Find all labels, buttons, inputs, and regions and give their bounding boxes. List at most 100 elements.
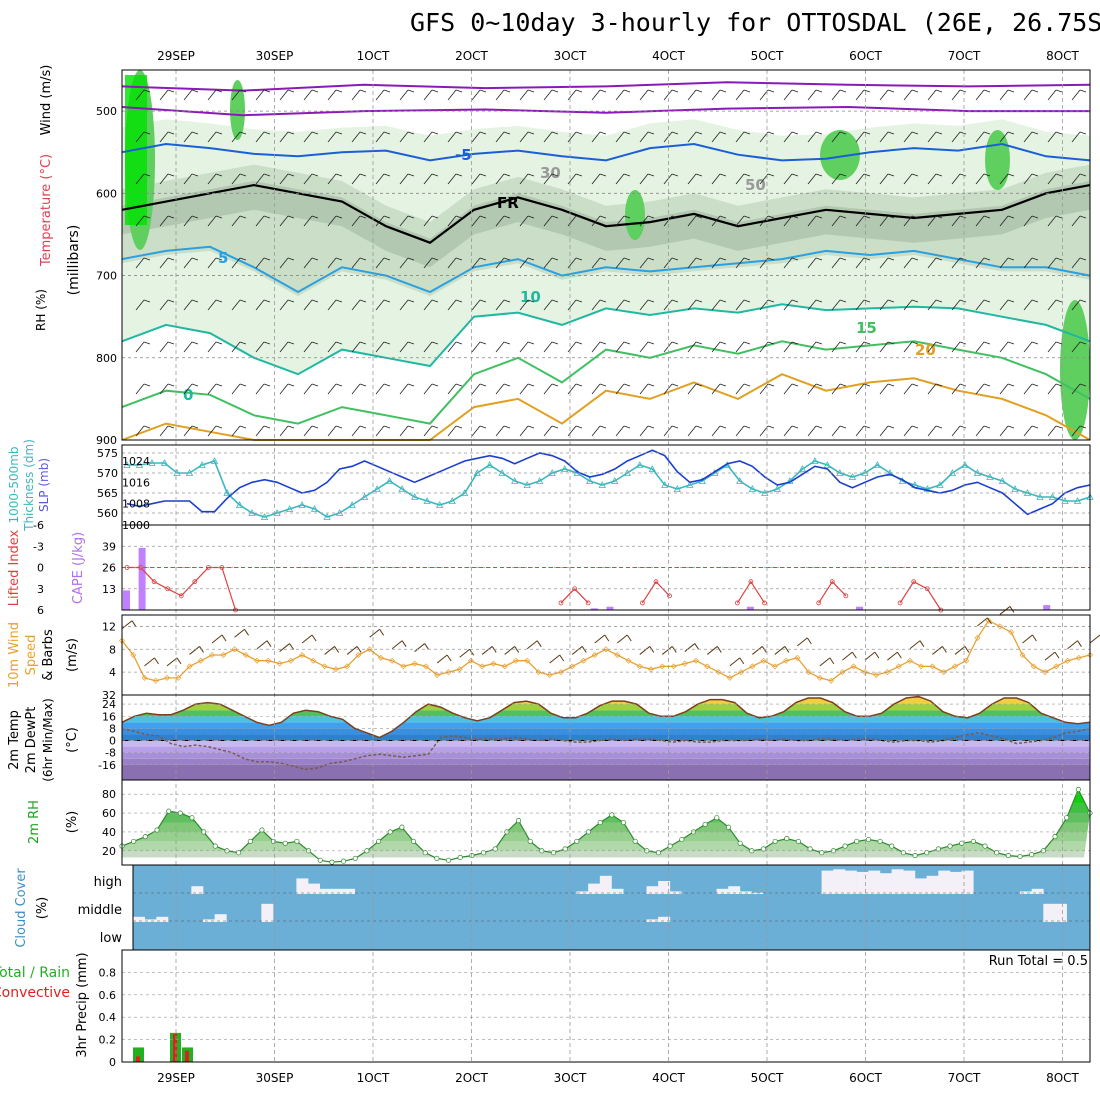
wind-barb [855, 425, 871, 437]
rh2m-point [131, 838, 137, 844]
date-label-top: 7OCT [948, 49, 981, 63]
wind-barb-staff [135, 425, 145, 437]
wind-speed-point [557, 669, 564, 676]
wind-barb [351, 89, 367, 101]
rh2m-point [865, 836, 871, 843]
wind-barb-staff [807, 131, 817, 143]
wind-barb-staff [999, 425, 1009, 437]
wind-barb-staff [807, 341, 817, 353]
wind-barb-10m-flag [604, 634, 610, 642]
wind-barb-staff [375, 131, 385, 143]
wind-barb-flag [791, 89, 799, 93]
wind-barb-staff [1071, 341, 1081, 353]
wind-barb-staff [543, 383, 553, 395]
wind-barb [135, 341, 151, 353]
wind-barb-flag [815, 425, 823, 429]
wind-barb-flag [239, 425, 247, 429]
contour-label: 10 [520, 288, 541, 306]
wind-barb [375, 383, 391, 395]
wind-barb [279, 341, 295, 353]
wind-barb-staff [303, 299, 313, 311]
wind-barb [207, 299, 223, 311]
wind-barb-flag [935, 299, 943, 303]
wind-barb-flag [887, 89, 895, 93]
wind-barb-staff [159, 131, 169, 143]
thickness-point [135, 461, 144, 468]
wind-barb-flag [887, 383, 895, 387]
cloud-block [133, 916, 145, 922]
dewpoint-line [121, 727, 1091, 771]
wind-barb [471, 131, 487, 143]
wind-barb-staff [543, 173, 553, 185]
wind-barb [999, 425, 1015, 437]
wind-speed-point [344, 663, 351, 670]
wind-barb-10m [211, 634, 223, 644]
wind-barb [447, 425, 463, 437]
wind-barb-flag [839, 89, 847, 93]
wind-barb-staff [999, 341, 1009, 353]
wind-barb-staff [495, 257, 505, 269]
wind-barb-staff [615, 215, 625, 227]
wind-barb-10m [977, 617, 988, 627]
wind-barb-flag [791, 257, 799, 261]
wind-barb-flag [839, 173, 847, 177]
wind-barb-flag [239, 131, 247, 135]
wind-barb-flag [839, 215, 847, 219]
thickness-point [298, 501, 306, 508]
li-point [151, 579, 157, 585]
thickness-point [636, 461, 644, 468]
wind-barb-flag [287, 89, 295, 93]
wind-barb-flag [911, 215, 919, 219]
wind-barb [303, 383, 319, 395]
date-label-top: 29SEP [157, 49, 195, 63]
thickness-point [773, 485, 782, 492]
wind-barb [423, 341, 439, 353]
wind-barb-staff [207, 131, 217, 143]
wind-barb [423, 257, 439, 269]
wind-barb-flag [143, 215, 151, 219]
wind-barb-flag [311, 257, 319, 261]
wind-barb-flag [167, 131, 175, 135]
wind-barb-flag [959, 425, 967, 429]
wind-barb-staff [615, 341, 625, 353]
wind-barb-staff [591, 89, 601, 101]
wind-barb-flag [743, 383, 751, 387]
cloud-block [938, 870, 951, 894]
thickness-point [561, 465, 569, 472]
wind-barb-flag [743, 341, 751, 345]
thickness-point [310, 505, 319, 512]
thickness-point [936, 481, 944, 488]
wind-barb-10m [594, 634, 606, 644]
wind-barb-flag [359, 257, 367, 261]
wind-barb [231, 383, 247, 395]
wind-barb [1071, 299, 1087, 311]
wind-barb-staff [975, 341, 985, 353]
thickness-point [210, 457, 219, 464]
wind-barb-flag [671, 89, 679, 93]
wind-barb [903, 425, 919, 437]
wind-barb-staff [591, 131, 601, 143]
wind-barb [399, 257, 415, 269]
wind-barb-staff [423, 173, 433, 185]
wind-barb [471, 257, 487, 269]
wind-barb-staff [1047, 173, 1057, 185]
wind-barb-flag [863, 131, 871, 135]
rh2m-tick-label: 80 [102, 788, 116, 801]
wind-barb-10m [1067, 640, 1078, 650]
wind-barb-staff [183, 341, 193, 353]
cloud-block [961, 870, 974, 894]
wind-barb-flag [407, 383, 415, 387]
wind-barb [135, 299, 151, 311]
wind-barb [423, 173, 439, 185]
wind-barb [975, 257, 991, 269]
wind-barb [591, 341, 607, 353]
cape-bar [590, 608, 598, 610]
wind-barb-10m [144, 657, 155, 667]
wind-barb [735, 131, 751, 143]
wind-barb-10m-flag [266, 640, 272, 647]
wind-barb-staff [687, 257, 697, 269]
wind-speed-point [197, 657, 204, 664]
wind-barb [1023, 173, 1039, 185]
wind-barb-flag [911, 89, 919, 93]
